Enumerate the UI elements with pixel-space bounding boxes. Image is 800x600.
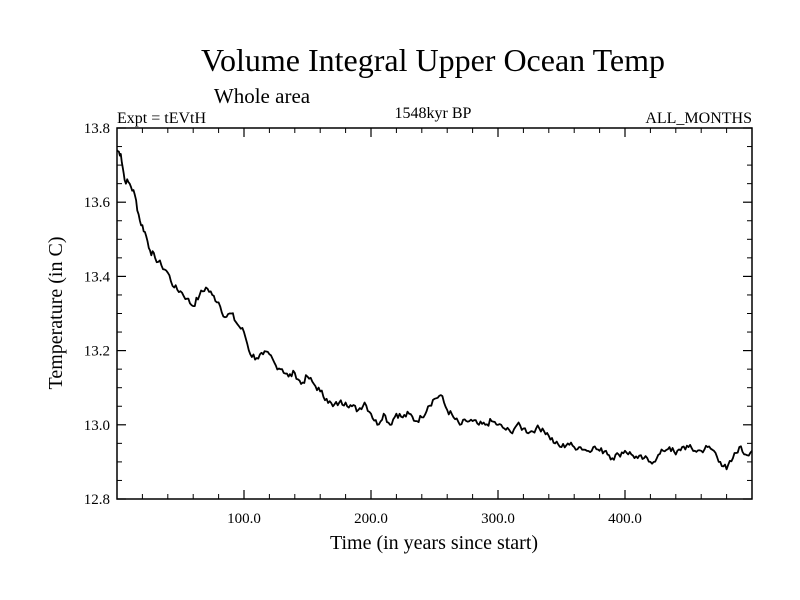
y-tick-label: 13.0: [84, 418, 110, 434]
y-tick-label: 13.8: [84, 121, 110, 137]
x-axis-label: Time (in years since start): [330, 532, 538, 554]
x-tick-label: 200.0: [354, 511, 388, 527]
y-tick-label: 12.8: [84, 492, 110, 508]
chart-subtitle: Whole area: [214, 84, 311, 108]
period-label: 1548kyr BP: [395, 105, 472, 122]
x-tick-label: 400.0: [608, 511, 642, 527]
experiment-label: Expt = tEVtH: [117, 110, 206, 127]
series-line: [116, 149, 753, 471]
y-tick-label: 13.2: [84, 344, 110, 360]
x-tick-label: 300.0: [481, 511, 515, 527]
months-label: ALL_MONTHS: [645, 110, 752, 127]
y-tick-label: 13.6: [84, 195, 111, 211]
y-tick-label: 13.4: [84, 269, 111, 285]
chart-title: Volume Integral Upper Ocean Temp: [201, 42, 665, 78]
plot-frame: [116, 127, 753, 500]
x-tick-label: 100.0: [227, 511, 261, 527]
y-axis-label: Temperature (in C): [45, 237, 67, 390]
